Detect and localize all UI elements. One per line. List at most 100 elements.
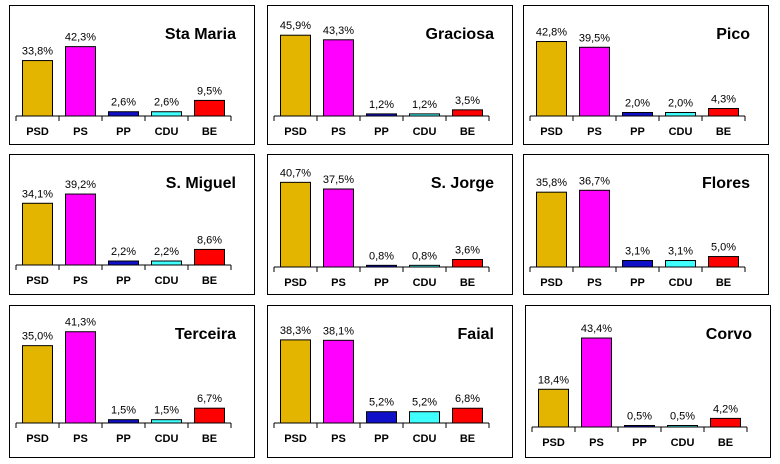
category-label-pp: PP xyxy=(116,126,131,138)
category-label-psd: PSD xyxy=(540,126,563,138)
chart-title: Flores xyxy=(702,175,750,192)
data-label-ps: 37,5% xyxy=(323,174,354,186)
bar-be xyxy=(194,99,225,117)
data-label-pp: 0,5% xyxy=(627,411,652,423)
category-label-be: BE xyxy=(460,433,475,445)
bar-cdu xyxy=(665,260,696,268)
data-label-psd: 18,4% xyxy=(538,374,569,386)
category-label-psd: PSD xyxy=(284,277,307,289)
category-label-cdu: CDU xyxy=(155,433,179,445)
data-label-ps: 38,1% xyxy=(323,325,354,337)
bar-be xyxy=(452,259,483,268)
data-label-ps: 41,3% xyxy=(65,317,96,329)
bar-ps xyxy=(65,46,96,117)
data-label-cdu: 0,8% xyxy=(412,250,437,262)
data-label-cdu: 2,0% xyxy=(668,98,693,110)
data-label-pp: 2,0% xyxy=(625,98,650,110)
bar-pp xyxy=(366,411,397,424)
category-label-be: BE xyxy=(202,433,217,445)
bar-chart-s-miguel: S. Miguel 34,1% PSD 39,2% PS 2,2% PP 2,2% CDU 8,6… xyxy=(15,175,236,287)
bar-psd xyxy=(22,60,53,117)
bar-be xyxy=(708,256,739,268)
bar-psd xyxy=(280,34,311,117)
category-label-cdu: CDU xyxy=(671,437,695,449)
category-label-pp: PP xyxy=(116,433,131,445)
data-label-be: 3,6% xyxy=(455,245,480,257)
bar-chart-corvo: Corvo 18,4% PSD 43,4% PS 0,5% PP 0,5% CDU 4,2% BE xyxy=(531,323,752,449)
data-label-cdu: 5,2% xyxy=(412,397,437,409)
bar-be xyxy=(452,109,483,117)
bar-chart-faial: Faial 38,3% PSD 38,1% PS 5,2% PP 5,2% CDU 6,8% BE xyxy=(273,325,494,445)
category-label-cdu: CDU xyxy=(413,277,437,289)
data-label-cdu: 2,2% xyxy=(154,246,179,258)
bar-chart-graciosa: Graciosa 45,9% PSD 43,3% PS 1,2% PP 1,2% CDU 3,5%… xyxy=(273,20,494,138)
bar-chart-flores: Flores 35,8% PSD 36,7% PS 3,1% PP 3,1% CDU 5,0% BE xyxy=(529,175,750,289)
bar-chart-pico: Pico 42,8% PSD 39,5% PS 2,0% PP 2,0% CDU 4,3% BE xyxy=(529,26,750,138)
category-label-psd: PSD xyxy=(26,433,49,445)
category-label-cdu: CDU xyxy=(669,277,693,289)
bar-ps xyxy=(579,189,610,268)
chart-title: Sta Maria xyxy=(165,26,236,43)
category-label-be: BE xyxy=(718,437,733,449)
data-label-pp: 1,2% xyxy=(369,99,394,111)
data-label-cdu: 2,6% xyxy=(154,97,179,109)
bar-pp xyxy=(622,260,653,268)
category-label-ps: PS xyxy=(73,126,88,138)
category-label-ps: PS xyxy=(587,277,602,289)
data-label-be: 4,2% xyxy=(713,403,738,415)
chart-panel-sta-maria: Sta Maria 33,8% PSD 42,3% PS 2,6% PP 2,6% CDU 9,5… xyxy=(9,5,255,145)
category-label-ps: PS xyxy=(73,275,88,287)
bar-psd xyxy=(536,191,567,268)
bar-pp xyxy=(108,111,139,117)
data-label-pp: 2,2% xyxy=(111,246,136,258)
data-label-cdu: 1,2% xyxy=(412,99,437,111)
data-label-ps: 39,5% xyxy=(579,32,610,44)
category-label-pp: PP xyxy=(374,126,389,138)
data-label-cdu: 1,5% xyxy=(154,405,179,417)
bar-chart-s-jorge: S. Jorge 40,7% PSD 37,5% PS 0,8% PP 0,8% CDU 3,6%… xyxy=(273,167,494,289)
category-label-pp: PP xyxy=(374,433,389,445)
data-label-ps: 43,3% xyxy=(323,25,354,37)
data-label-be: 9,5% xyxy=(197,85,222,97)
data-label-be: 6,7% xyxy=(197,393,222,405)
bar-psd xyxy=(538,388,569,428)
data-label-ps: 43,4% xyxy=(581,323,612,335)
category-label-ps: PS xyxy=(73,433,88,445)
category-label-be: BE xyxy=(716,277,731,289)
category-label-psd: PSD xyxy=(284,433,307,445)
bar-chart-sta-maria: Sta Maria 33,8% PSD 42,3% PS 2,6% PP 2,6% CDU 9,5… xyxy=(15,26,236,138)
bar-psd xyxy=(22,202,53,266)
category-label-be: BE xyxy=(202,275,217,287)
bar-cdu xyxy=(665,112,696,117)
data-label-ps: 42,3% xyxy=(65,32,96,44)
category-label-ps: PS xyxy=(589,437,604,449)
data-label-psd: 40,7% xyxy=(280,167,311,179)
category-label-ps: PS xyxy=(331,126,346,138)
category-label-pp: PP xyxy=(632,437,647,449)
chart-title: Pico xyxy=(716,26,750,43)
bar-be xyxy=(194,248,225,266)
data-label-cdu: 0,5% xyxy=(670,411,695,423)
chart-title: Corvo xyxy=(706,326,752,343)
bar-be xyxy=(710,417,741,428)
data-label-psd: 35,8% xyxy=(536,177,567,189)
chart-panel-pico: Pico 42,8% PSD 39,5% PS 2,0% PP 2,0% CDU 4,3% BE xyxy=(523,5,769,145)
chart-title: S. Miguel xyxy=(166,175,236,192)
data-label-psd: 33,8% xyxy=(22,46,53,58)
bar-chart-terceira: Terceira 35,0% PSD 41,3% PS 1,5% PP 1,5% CDU 6,7%… xyxy=(15,317,236,445)
bar-ps xyxy=(323,339,354,424)
chart-title: Faial xyxy=(458,326,494,343)
data-label-psd: 42,8% xyxy=(536,27,567,39)
data-label-ps: 39,2% xyxy=(65,179,96,191)
chart-panel-s-miguel: S. Miguel 34,1% PSD 39,2% PS 2,2% PP 2,2% CDU 8,6… xyxy=(9,154,255,295)
data-label-ps: 36,7% xyxy=(579,175,610,187)
category-label-cdu: CDU xyxy=(155,126,179,138)
data-label-pp: 0,8% xyxy=(369,250,394,262)
category-label-be: BE xyxy=(460,126,475,138)
bar-ps xyxy=(65,331,96,424)
category-label-psd: PSD xyxy=(26,126,49,138)
bar-cdu xyxy=(151,111,182,117)
bar-pp xyxy=(108,260,139,266)
category-label-pp: PP xyxy=(116,275,131,287)
chart-panel-flores: Flores 35,8% PSD 36,7% PS 3,1% PP 3,1% CDU 5,0% BE xyxy=(523,154,769,295)
